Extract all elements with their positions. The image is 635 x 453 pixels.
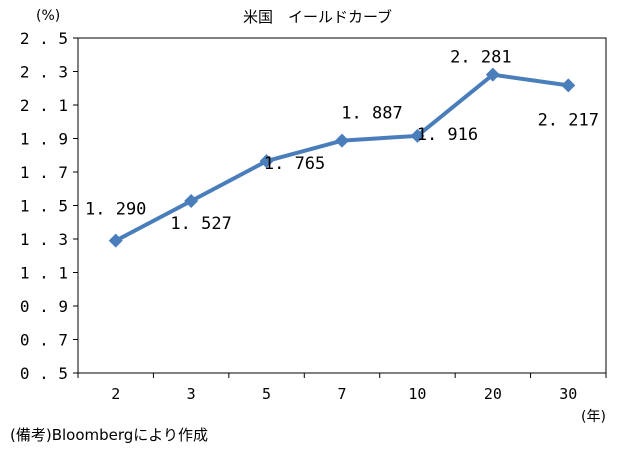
y-tick-label: 1 . 5 [20,197,68,216]
data-point-marker [259,154,274,169]
y-tick-label: 1 . 7 [20,163,68,182]
data-point-marker [485,67,500,82]
data-point-marker [410,128,425,143]
chart-title: 米国 イールドカーブ [242,8,393,26]
x-tick-label: 2 [111,385,120,403]
y-tick-label: 0 . 7 [20,331,68,350]
x-axis-unit-label: (年) [581,409,606,425]
y-tick-label: 2 . 1 [20,96,68,115]
data-label: 2. 281 [450,48,511,68]
data-point-marker [561,78,576,93]
data-label: 1. 290 [85,200,146,220]
y-tick-label: 2 . 3 [20,63,68,82]
y-tick-label: 0 . 5 [20,364,68,383]
data-point-marker [184,193,199,208]
y-tick-label: 1 . 3 [20,230,68,249]
y-tick-label: 0 . 9 [20,297,68,316]
y-axis-unit-label: (%) [36,8,61,24]
x-tick-label: 7 [337,385,346,403]
source-note: (備考)Bloombergにより作成 [10,426,209,444]
x-tick-label: 5 [262,385,271,403]
data-point-marker [108,233,123,248]
data-label: 1. 916 [417,125,478,145]
data-label: 1. 765 [264,154,325,174]
data-point-marker [335,133,349,148]
x-tick-label: 30 [559,385,577,403]
data-label: 1. 887 [341,104,402,124]
x-tick-label: 20 [484,385,502,403]
y-tick-label: 1 . 1 [20,264,68,283]
plot-area-frame [77,37,607,374]
data-label: 2. 217 [538,110,599,130]
y-tick-label: 1 . 9 [20,130,68,149]
y-tick-label: 2 . 5 [20,29,68,48]
data-label: 1. 527 [170,214,231,234]
x-tick-label: 10 [408,385,426,403]
x-tick-label: 3 [187,385,196,403]
